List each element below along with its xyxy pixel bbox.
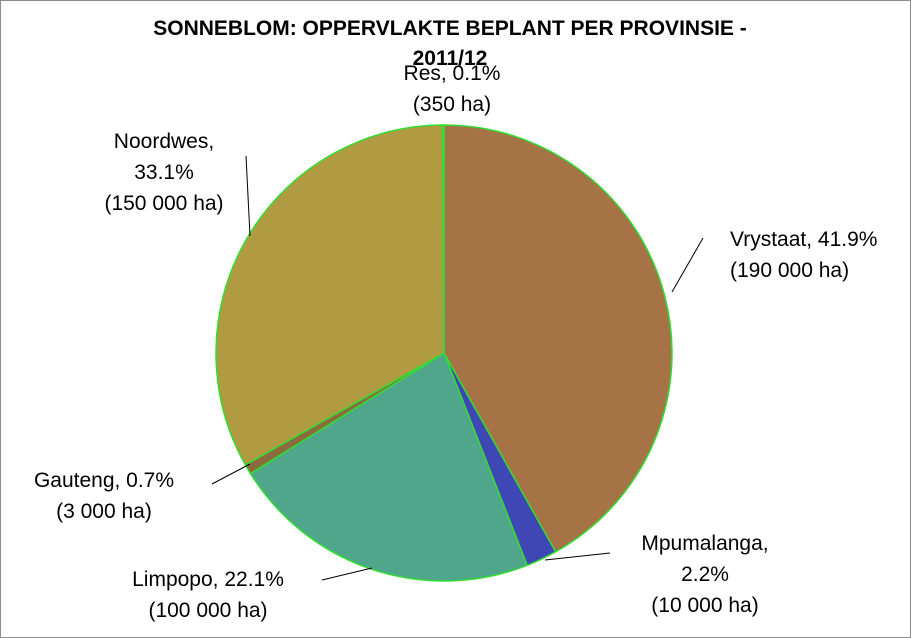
data-label-res: Res, 0.1% (350 ha) <box>404 62 501 116</box>
leader-line-vrystaat <box>671 237 704 293</box>
data-label-mpumalanga: Mpumalanga, 2.2% (10 000 ha) <box>641 532 768 617</box>
pie-slice-limpopo <box>249 352 528 582</box>
data-label-vrystaat: Vrystaat, 41.9% (190 000 ha) <box>730 228 877 282</box>
leader-line-noordwes <box>245 155 251 237</box>
leader-line-gauteng <box>211 463 251 485</box>
leader-line-mpumalanga <box>544 552 611 561</box>
data-label-noordwes: Noordwes, 33.1% (150 000 ha) <box>104 130 223 215</box>
pie-slice-res <box>441 124 445 354</box>
data-label-limpopo: Limpopo, 22.1% (100 000 ha) <box>132 568 284 622</box>
pie-slice-vrystaat <box>443 124 673 553</box>
leader-line-limpopo <box>321 567 373 581</box>
chart-title: SONNEBLOM: OPPERVLAKTE BEPLANT PER PROVI… <box>153 17 747 70</box>
data-label-gauteng: Gauteng, 0.7% (3 000 ha) <box>34 469 174 523</box>
pie-slice-noordwes <box>215 124 445 466</box>
